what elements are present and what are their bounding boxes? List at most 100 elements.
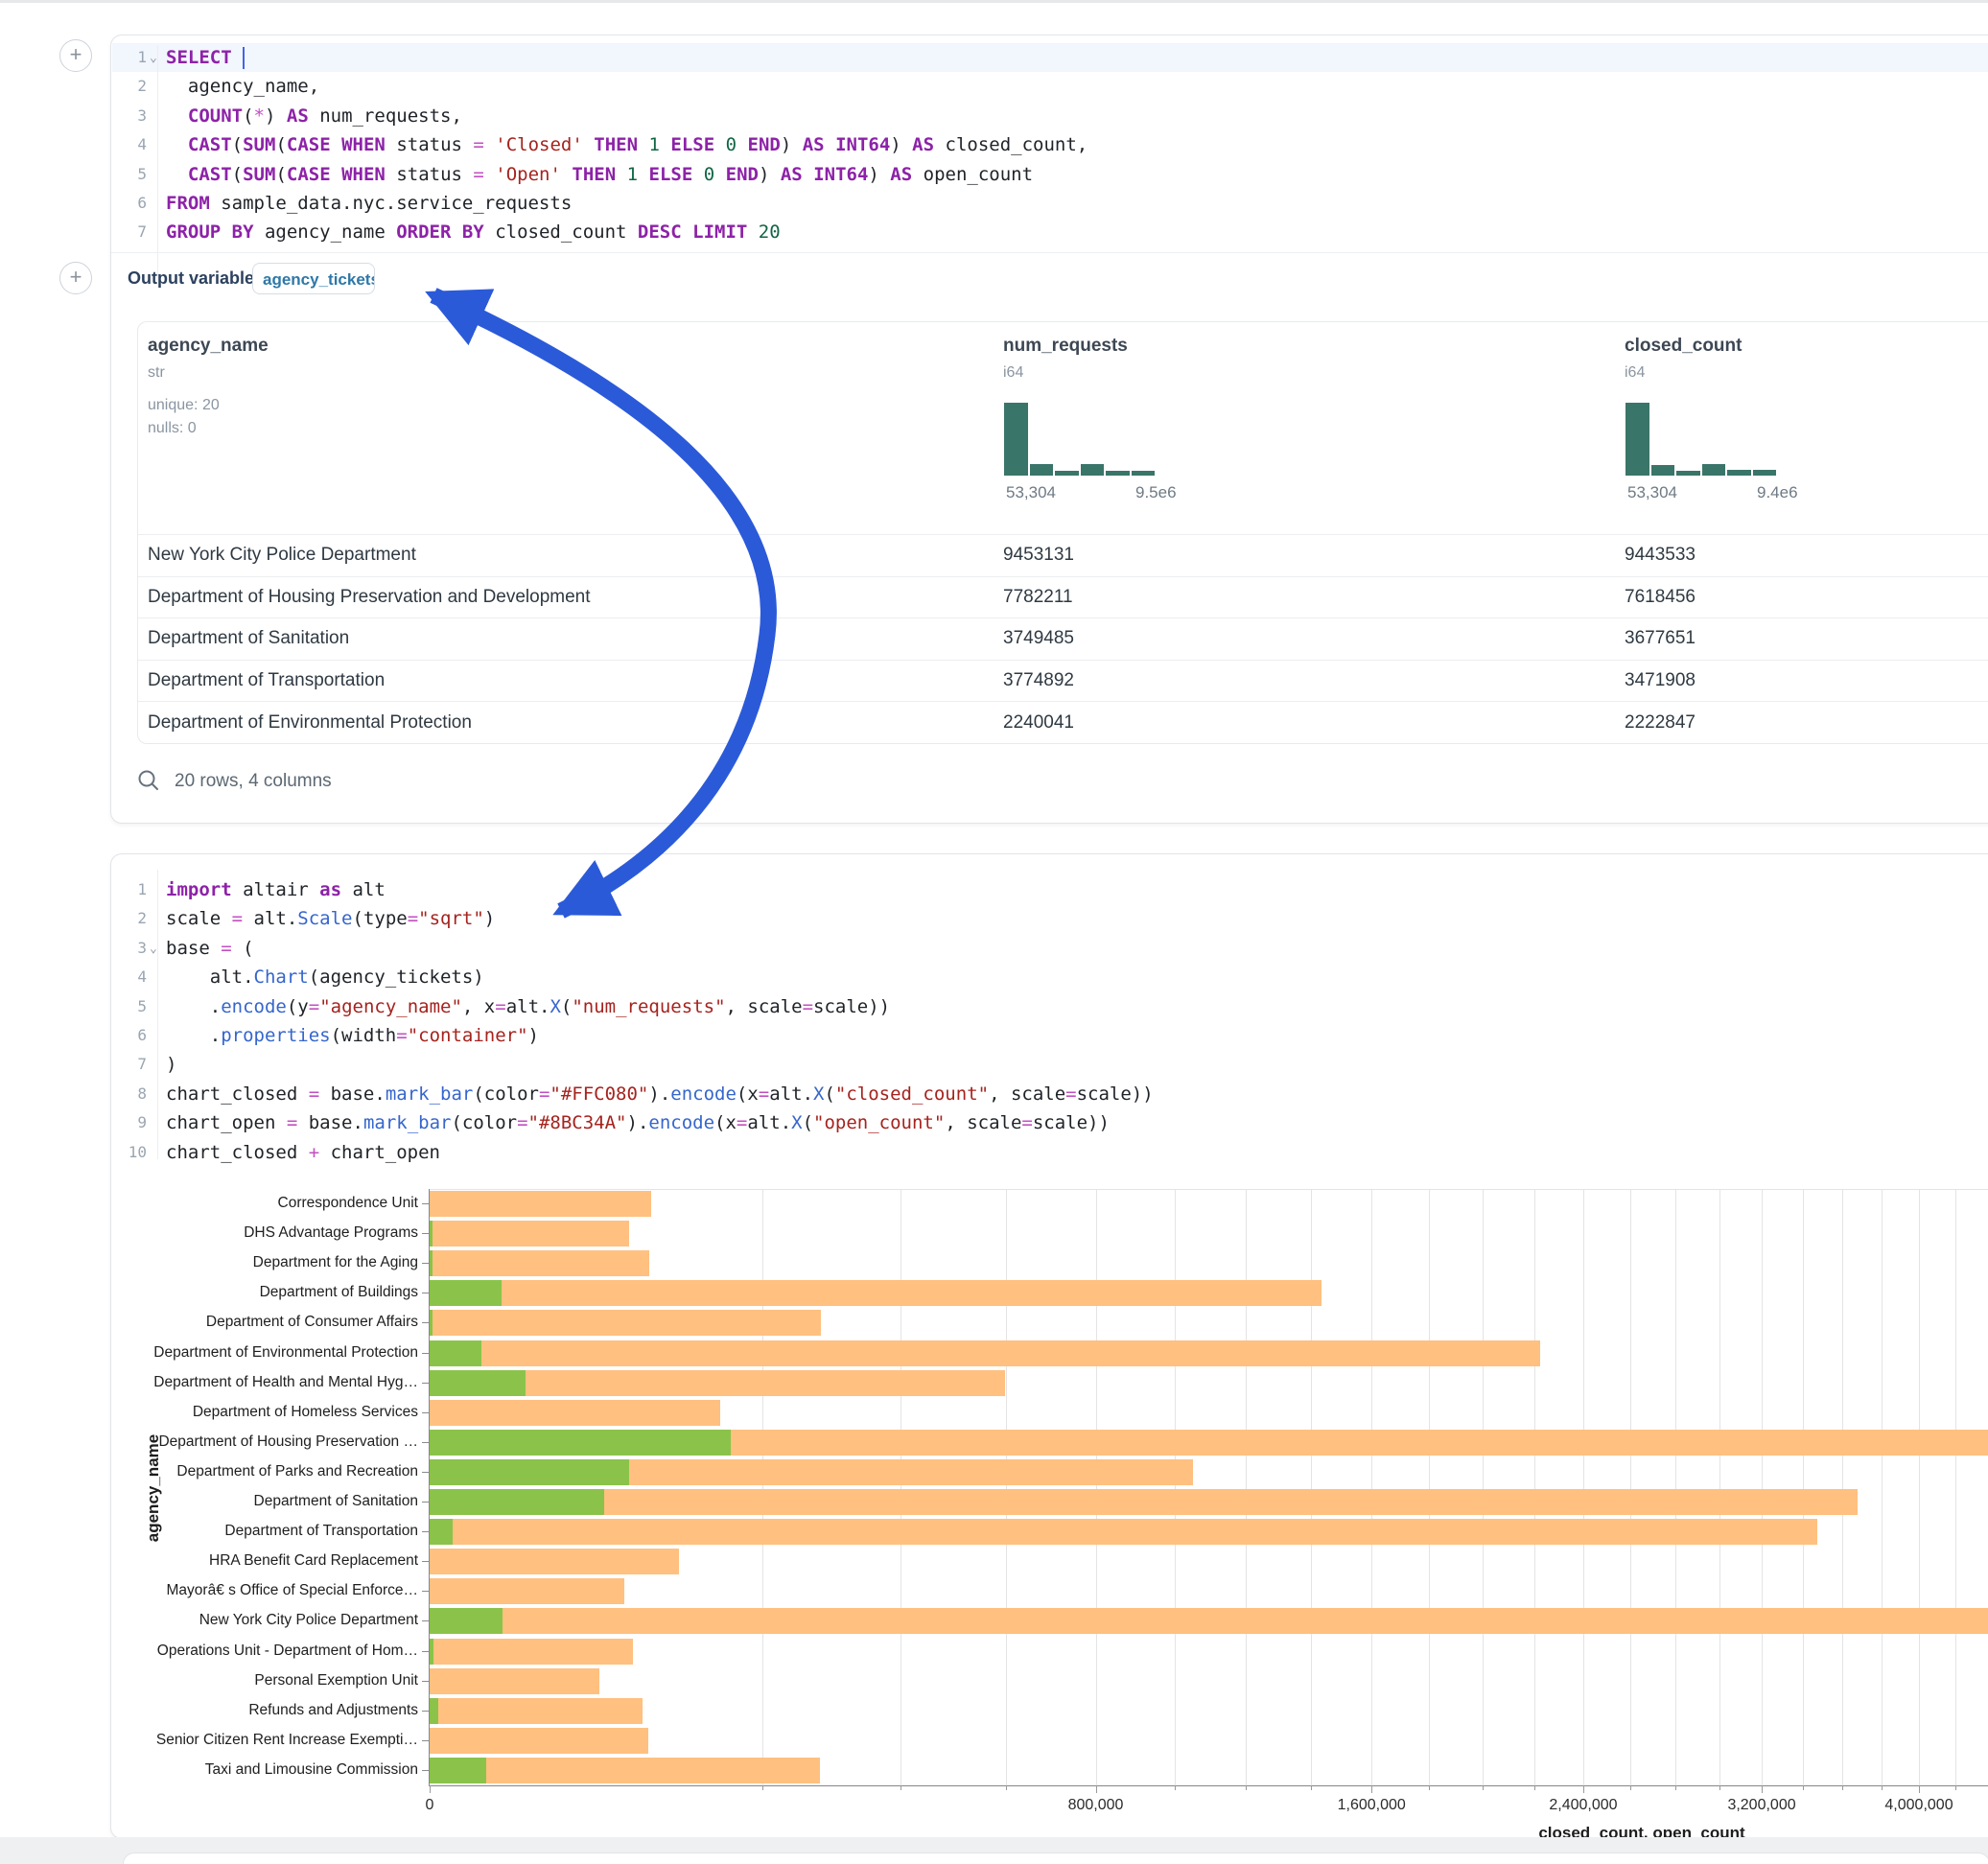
table-cell: 7782211	[1003, 587, 1073, 608]
code-line: 5 .encode(y="agency_name", x=alt.X("num_…	[111, 992, 1988, 1021]
histogram-bar	[1727, 470, 1751, 476]
table-cell: Department of Sanitation	[148, 628, 349, 649]
code-line: 2 agency_name,	[111, 72, 1988, 101]
table-body: New York City Police Department 9453131 94…	[138, 534, 1988, 743]
python-cell: 1 import altair as alt 2 scale = alt.Scale(…	[110, 853, 1988, 1839]
code-line: 10 chart_closed + chart_open	[111, 1138, 1988, 1167]
line-number: 3	[111, 102, 147, 130]
column-stat: unique: 20	[148, 397, 220, 414]
code-text: .properties(width="container")	[166, 1021, 539, 1050]
line-number: 1	[111, 43, 147, 72]
fold-chevron-icon[interactable]: ⌄	[150, 935, 157, 964]
code-line: 1 import altair as alt	[111, 875, 1988, 904]
column-header[interactable]: closed_count	[1625, 336, 1742, 357]
histogram-max-label: 9.5e6	[1135, 483, 1177, 502]
line-number: 6	[111, 189, 147, 218]
line-number: 8	[111, 1080, 147, 1108]
column-header[interactable]: agency_name	[148, 336, 269, 357]
column-histogram	[1004, 403, 1156, 476]
histogram-max-label: 9.4e6	[1757, 483, 1798, 502]
code-line: 3 COUNT(*) AS num_requests,	[111, 102, 1988, 130]
code-text: CAST(SUM(CASE WHEN status = 'Closed' THE…	[166, 130, 1088, 159]
dataframe-preview: agency_namestrunique: 20nulls: 0num_requ…	[137, 321, 1988, 744]
table-row[interactable]: New York City Police Department 9453131 94…	[138, 534, 1988, 576]
table-cell: Department of Transportation	[148, 670, 385, 691]
line-number: 3	[111, 934, 147, 963]
column-type: i64	[1003, 364, 1023, 382]
table-cell: 2222847	[1625, 712, 1696, 734]
line-number: 4	[111, 963, 147, 991]
search-icon[interactable]	[136, 768, 161, 793]
code-text: GROUP BY agency_name ORDER BY closed_cou…	[166, 218, 781, 246]
table-cell: New York City Police Department	[148, 545, 416, 566]
code-line: 6 .properties(width="container")	[111, 1021, 1988, 1050]
code-line: 2 scale = alt.Scale(type="sqrt")	[111, 904, 1988, 933]
line-number: 6	[111, 1021, 147, 1050]
histogram-bar	[1702, 464, 1726, 476]
histogram-bar	[1651, 465, 1675, 476]
code-text: FROM sample_data.nyc.service_requests	[166, 189, 572, 218]
table-cell: 3774892	[1003, 670, 1074, 691]
histogram-bar	[1081, 464, 1105, 476]
table-row[interactable]: Department of Sanitation37494853677651	[138, 617, 1988, 660]
table-cell: 7618456	[1625, 587, 1696, 608]
histogram-bar	[1030, 464, 1054, 476]
add-block-button-output[interactable]: +	[59, 262, 92, 294]
line-number: 5	[111, 992, 147, 1021]
line-number: 2	[111, 904, 147, 933]
table-cell: 9453131	[1003, 545, 1074, 566]
code-line: 7 GROUP BY agency_name ORDER BY closed_co…	[111, 218, 1988, 246]
code-line: 4 alt.Chart(agency_tickets)	[111, 963, 1988, 991]
line-number: 5	[111, 160, 147, 189]
code-text: import altair as alt	[166, 875, 386, 904]
histogram-min-label: 53,304	[1006, 483, 1056, 502]
table-cell: Department of Environmental Protection	[148, 712, 472, 734]
table-row[interactable]: Department of Environmental Protection 22…	[138, 701, 1988, 743]
histogram-bar	[1625, 403, 1649, 476]
table-cell: 3749485	[1003, 628, 1074, 649]
column-header[interactable]: num_requests	[1003, 336, 1128, 357]
output-variable-chip[interactable]: agency_tickets	[252, 263, 375, 294]
code-text: alt.Chart(agency_tickets)	[166, 963, 484, 991]
code-text: .encode(y="agency_name", x=alt.X("num_re…	[166, 992, 890, 1021]
line-number: 2	[111, 72, 147, 101]
table-cell: 3471908	[1625, 670, 1696, 691]
column-histogram	[1625, 403, 1777, 476]
fold-chevron-icon[interactable]: ⌄	[150, 44, 157, 73]
code-text: base = (	[166, 934, 254, 963]
code-line: 6 FROM sample_data.nyc.service_requests	[111, 189, 1988, 218]
line-number: 7	[111, 218, 147, 246]
histogram-bar	[1106, 471, 1130, 476]
cell-divider	[111, 252, 1988, 253]
code-line: 4 CAST(SUM(CASE WHEN status = 'Closed' T…	[111, 130, 1988, 159]
code-line: 8chart_closed = base.mark_bar(color="#FF…	[111, 1080, 1988, 1108]
code-text: chart_open = base.mark_bar(color="#8BC34…	[166, 1108, 1110, 1137]
histogram-min-label: 53,304	[1627, 483, 1677, 502]
line-number: 4	[111, 130, 147, 159]
code-text: scale = alt.Scale(type="sqrt")	[166, 904, 495, 933]
python-editor[interactable]: 1 import altair as alt 2 scale = alt.Scale(…	[111, 875, 1988, 1167]
code-text: CAST(SUM(CASE WHEN status = 'Open' THEN …	[166, 160, 1033, 189]
code-line: 1⌄SELECT	[111, 43, 1988, 72]
table-cell: 9443533	[1625, 545, 1696, 566]
code-text: )	[166, 1050, 176, 1079]
next-cell-top-edge	[123, 1852, 1988, 1864]
column-type: i64	[1625, 364, 1645, 382]
histogram-bar	[1055, 471, 1079, 476]
table-cell: Department of Housing Preservation and D…	[148, 587, 591, 608]
sql-cell: 1⌄SELECT 2 agency_name,3 COUNT(*) AS num…	[110, 35, 1988, 824]
previous-cell-divider	[0, 0, 1988, 3]
line-number: 10	[111, 1138, 147, 1167]
code-line: 3⌄ base = (	[111, 934, 1988, 963]
table-row[interactable]: Department of Transportation 3774892 34719…	[138, 660, 1988, 702]
line-number: 7	[111, 1050, 147, 1079]
table-row-count: 20 rows, 4 columns	[175, 771, 332, 792]
sql-editor[interactable]: 1⌄SELECT 2 agency_name,3 COUNT(*) AS num…	[111, 43, 1988, 247]
line-number: 1	[111, 875, 147, 904]
code-text: chart_closed + chart_open	[166, 1138, 440, 1167]
output-variable-label: Output variable:	[128, 268, 260, 289]
add-block-button-top[interactable]: +	[59, 39, 92, 72]
table-row[interactable]: Department of Housing Preservation and D…	[138, 576, 1988, 618]
histogram-bar	[1753, 470, 1777, 476]
line-number: 9	[111, 1108, 147, 1137]
